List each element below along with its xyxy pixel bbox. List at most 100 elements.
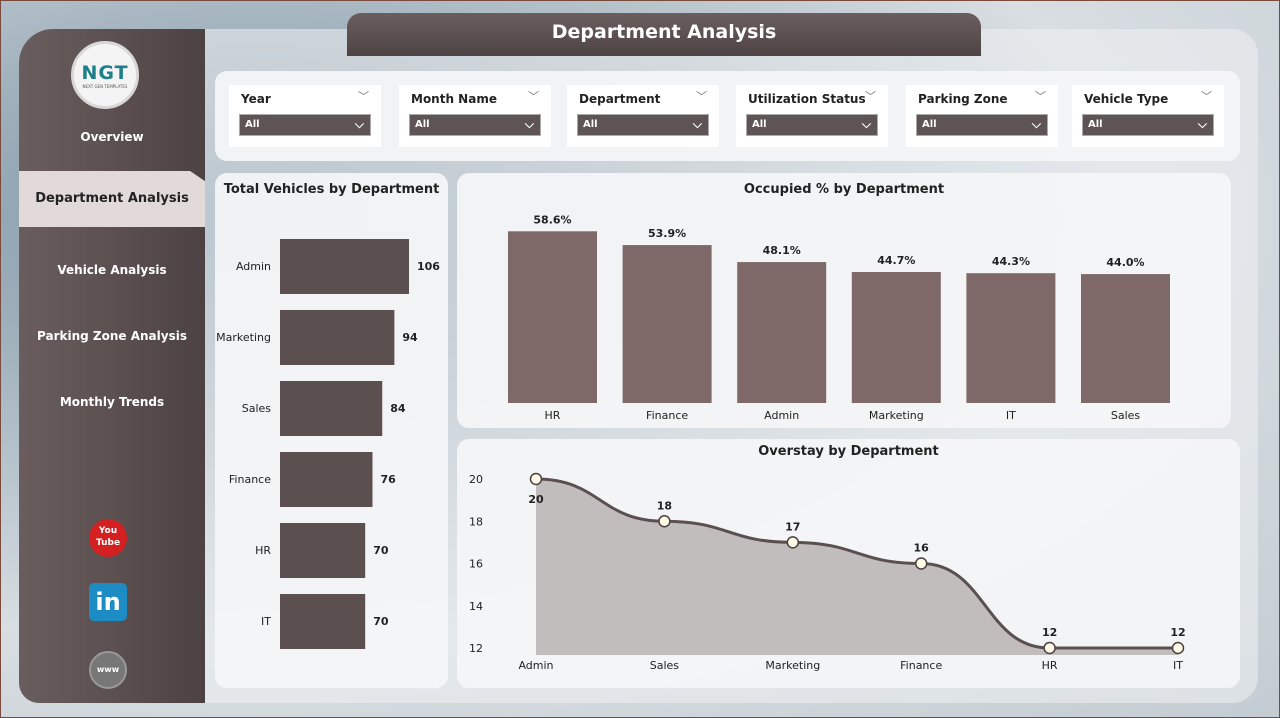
chevron-down-icon: ⌵ (692, 117, 702, 131)
chart-title: Total Vehicles by Department (223, 182, 440, 197)
chevron-down-icon[interactable]: ﹀ (1035, 90, 1046, 103)
filter-dropdown[interactable]: All ⌵ (409, 114, 541, 136)
filter-dropdown[interactable]: All ⌵ (577, 114, 709, 136)
data-label: 48.1% (763, 244, 801, 257)
bar (966, 273, 1056, 403)
bar (851, 272, 941, 403)
nav-overview[interactable]: Overview (80, 130, 144, 144)
chevron-down-icon[interactable]: ﹀ (358, 90, 369, 103)
total-vehicles-chart: Admin 106 Marketing 94 Sales 84 Finance 76 HR 70 I… (216, 239, 440, 649)
filter-department: Department ﹀ All ⌵ (567, 85, 719, 147)
filter-parking-zone: Parking Zone ﹀ All ⌵ (906, 85, 1058, 147)
category-label: Sales (1111, 409, 1141, 422)
bar (280, 310, 395, 365)
data-label: 12 (1170, 626, 1185, 639)
bar (622, 245, 712, 403)
filter-label: Month Name (411, 92, 497, 106)
sidebar: NGT NEXT GEN TEMPLATES Overview Departmen… (19, 29, 205, 703)
category-label: IT (261, 615, 271, 628)
category-label: Finance (229, 473, 271, 486)
filter-label: Parking Zone (918, 92, 1008, 106)
category-label: HR (545, 409, 561, 422)
x-tick-label: Finance (900, 659, 942, 672)
occupied-chart: 58.6% HR 53.9% Finance 48.1% Admin 44.7% Market… (508, 213, 1170, 422)
occupied-card: Occupied % by Department 58.6% HR 53.9% Fin… (457, 173, 1231, 428)
category-label: Finance (646, 409, 688, 422)
bar (280, 452, 373, 507)
chevron-down-icon[interactable]: ﹀ (696, 90, 707, 103)
chevron-down-icon: ⌵ (1197, 117, 1207, 131)
filter-dropdown[interactable]: All ⌵ (746, 114, 878, 136)
chevron-down-icon: ⌵ (861, 117, 871, 131)
filter-label: Department (579, 92, 661, 106)
nav-parking-zone-analysis[interactable]: Parking Zone Analysis (37, 329, 187, 343)
website-icon[interactable]: www (89, 651, 127, 689)
data-point (529, 472, 543, 486)
data-label: 17 (785, 520, 800, 533)
category-label: Marketing (869, 409, 924, 422)
nav-monthly-trends[interactable]: Monthly Trends (59, 395, 165, 409)
category-label: HR (255, 544, 271, 557)
data-label: 44.0% (1106, 256, 1144, 269)
data-label: 76 (380, 473, 396, 486)
bar (280, 594, 366, 649)
filter-utilization-status: Utilization Status ﹀ All ⌵ (736, 85, 888, 147)
nav-department-analysis[interactable]: Department Analysis (19, 171, 205, 227)
data-label: 70 (373, 544, 389, 557)
data-point (786, 536, 800, 549)
filter-label: Utilization Status (748, 92, 866, 106)
chevron-down-icon[interactable]: ﹀ (865, 90, 876, 103)
data-point (658, 515, 671, 528)
bar (280, 523, 366, 578)
y-tick-label: 18 (469, 515, 483, 528)
page-title: Department Analysis (347, 13, 981, 56)
x-tick-label: Marketing (765, 659, 820, 672)
youtube-icon[interactable]: You Tube (89, 519, 127, 557)
data-point (914, 557, 928, 570)
data-label: 53.9% (648, 227, 686, 240)
category-label: Marketing (216, 331, 271, 344)
chart-title: Overstay by Department (758, 444, 939, 459)
bar (508, 231, 597, 403)
ngt-logo[interactable]: NGT NEXT GEN TEMPLATES (71, 41, 139, 109)
filter-panel (215, 71, 1240, 161)
bar (737, 262, 827, 403)
data-label: 44.7% (877, 254, 915, 267)
data-label: 20 (528, 493, 544, 506)
chevron-down-icon: ⌵ (524, 117, 534, 131)
data-label: 12 (1042, 626, 1057, 639)
category-label: IT (1006, 409, 1016, 422)
chevron-down-icon: ⌵ (1031, 117, 1041, 131)
overstay-card: Overstay by Department 12 14 16 18 20 20 Admin… (457, 439, 1240, 688)
data-label: 58.6% (533, 213, 571, 226)
x-tick-label: HR (1042, 659, 1058, 672)
x-tick-label: IT (1173, 659, 1183, 672)
data-label: 84 (390, 402, 406, 415)
category-label: Admin (764, 409, 799, 422)
bar (1081, 274, 1170, 403)
filter-year: Year ﹀ All ⌵ (229, 85, 381, 147)
total-vehicles-card: Total Vehicles by Department Admin 106 Mar… (215, 173, 448, 688)
overstay-chart: 12 14 16 18 20 20 Admin 18 Sales 17 Marketing 16 Fin… (469, 472, 1186, 672)
y-tick-label: 16 (469, 558, 483, 571)
data-point (1171, 641, 1185, 655)
x-tick-label: Admin (518, 659, 553, 672)
data-label: 94 (402, 331, 418, 344)
filter-month-name: Month Name ﹀ All ⌵ (399, 85, 551, 147)
area-fill (536, 479, 1178, 655)
chevron-down-icon[interactable]: ﹀ (1201, 90, 1212, 103)
data-label: 106 (417, 260, 440, 273)
chevron-down-icon[interactable]: ﹀ (528, 90, 539, 103)
data-label: 18 (657, 499, 672, 512)
filter-dropdown[interactable]: All ⌵ (1082, 114, 1214, 136)
category-label: Sales (242, 402, 272, 415)
linkedin-icon[interactable]: in (89, 583, 127, 621)
chevron-down-icon: ⌵ (354, 117, 364, 131)
filter-dropdown[interactable]: All ⌵ (239, 114, 371, 136)
x-tick-label: Sales (650, 659, 680, 672)
nav-vehicle-analysis[interactable]: Vehicle Analysis (57, 263, 167, 277)
filter-dropdown[interactable]: All ⌵ (916, 114, 1048, 136)
bar (280, 381, 383, 436)
y-tick-label: 14 (469, 600, 483, 613)
category-label: Admin (236, 260, 271, 273)
